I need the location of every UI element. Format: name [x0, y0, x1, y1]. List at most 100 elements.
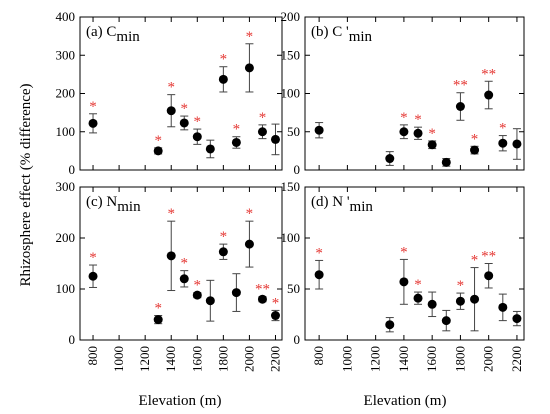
- y-tick-label: 100: [56, 124, 76, 139]
- data-point: [192, 290, 202, 300]
- x-tick-label: 1200: [137, 346, 152, 372]
- significance-marker: *: [181, 256, 189, 272]
- y-tick-label: 0: [69, 162, 76, 177]
- significance-marker: *: [194, 278, 202, 294]
- x-tick-label: 800: [85, 346, 100, 366]
- plot-frame: [79, 186, 283, 341]
- data-point: [385, 154, 395, 164]
- y-tick-label: 100: [281, 86, 301, 101]
- data-point: [192, 132, 202, 142]
- data-point: [484, 90, 494, 100]
- x-axis-title-left: Elevation (m): [139, 393, 222, 409]
- y-tick-label: 300: [56, 47, 76, 62]
- data-point: [427, 299, 437, 309]
- significance-marker: *: [471, 253, 479, 269]
- data-point: [413, 293, 423, 303]
- data-point: [153, 146, 163, 156]
- data-point: [484, 271, 494, 281]
- y-tick-label: 150: [281, 179, 301, 194]
- panel-a: 0 100 200 300 400 (a) Cmin * * * * * * * * *: [56, 9, 283, 177]
- panel-title: (b) C 'min: [311, 24, 373, 45]
- data-point: [166, 106, 176, 116]
- significance-marker: *: [499, 121, 507, 137]
- data-point: [441, 316, 451, 326]
- x-axis-title-right: Elevation (m): [364, 393, 447, 409]
- significance-marker: *: [457, 278, 465, 294]
- y-tick-label: 150: [281, 47, 301, 62]
- x-tick-label: 1800: [215, 346, 230, 372]
- data-point: [218, 74, 228, 84]
- panel-title: (c) Nmin: [86, 194, 141, 215]
- y-tick-label: 200: [281, 9, 301, 24]
- significance-marker: *: [272, 295, 280, 311]
- y-tick-label: 50: [287, 124, 300, 139]
- y-tick-label: 300: [56, 179, 76, 194]
- data-point: [455, 296, 465, 306]
- panel-c: 0 100 200 300 800 1000 1200 1400 1600 1800 2000 220…: [56, 179, 283, 372]
- y-tick-label: 100: [56, 281, 76, 296]
- significance-marker: *: [233, 122, 241, 138]
- data-point: [441, 157, 451, 167]
- y-tick-label: 0: [294, 162, 301, 177]
- significance-marker: **: [481, 66, 496, 82]
- data-point: [244, 63, 254, 73]
- data-point: [205, 296, 215, 306]
- x-tick-label: 1600: [424, 346, 439, 372]
- significance-marker: *: [315, 245, 323, 261]
- significance-marker: **: [453, 78, 468, 94]
- significance-marker: *: [220, 229, 228, 245]
- significance-marker: *: [167, 206, 175, 222]
- data-point: [231, 288, 241, 298]
- panel-d: 0 50 100 150 800 1000 1200 1400 1600 1800 2000 2200…: [281, 179, 525, 372]
- x-tick-label: 1600: [189, 346, 204, 372]
- data-point: [455, 102, 465, 112]
- x-tick-label: 1800: [452, 346, 467, 372]
- x-tick-label: 1200: [368, 346, 383, 372]
- significance-marker: *: [414, 277, 422, 293]
- data-point: [512, 314, 522, 324]
- data-point: [399, 277, 409, 287]
- significance-marker: *: [181, 101, 189, 117]
- x-tick-label: 1400: [163, 346, 178, 372]
- data-point: [470, 294, 480, 304]
- data-point: [314, 125, 324, 135]
- significance-marker: *: [167, 80, 175, 96]
- significance-marker: **: [255, 282, 270, 298]
- y-tick-label: 400: [56, 9, 76, 24]
- data-point: [427, 140, 437, 150]
- x-tick-label: 2200: [267, 346, 282, 372]
- significance-marker: *: [154, 133, 162, 149]
- panel-title: (a) Cmin: [86, 24, 140, 45]
- data-point: [166, 251, 176, 261]
- x-tick-label: 1000: [111, 346, 126, 372]
- significance-marker: *: [428, 126, 436, 142]
- y-tick-label: 100: [281, 230, 301, 245]
- significance-marker: *: [220, 52, 228, 68]
- data-point: [314, 270, 324, 280]
- data-point: [257, 294, 267, 304]
- y-tick-label: 200: [56, 230, 76, 245]
- data-point: [231, 137, 241, 147]
- y-tick-label: 50: [287, 281, 300, 296]
- y-tick-label: 200: [56, 86, 76, 101]
- x-tick-label: 2000: [481, 346, 496, 372]
- significance-marker: *: [246, 206, 254, 222]
- data-point: [257, 127, 267, 137]
- x-tick-label: 1400: [396, 346, 411, 372]
- significance-marker: *: [246, 29, 254, 45]
- data-point: [385, 320, 395, 330]
- data-point: [88, 118, 98, 128]
- panel-title: (d) N 'min: [311, 194, 373, 215]
- data-point: [498, 302, 508, 312]
- significance-marker: *: [414, 112, 422, 128]
- data-point: [399, 127, 409, 137]
- x-tick-label: 800: [311, 346, 326, 366]
- data-point: [470, 145, 480, 155]
- significance-marker: *: [400, 110, 408, 126]
- data-point: [88, 271, 98, 281]
- data-point: [218, 247, 228, 257]
- y-tick-label: 0: [69, 332, 76, 347]
